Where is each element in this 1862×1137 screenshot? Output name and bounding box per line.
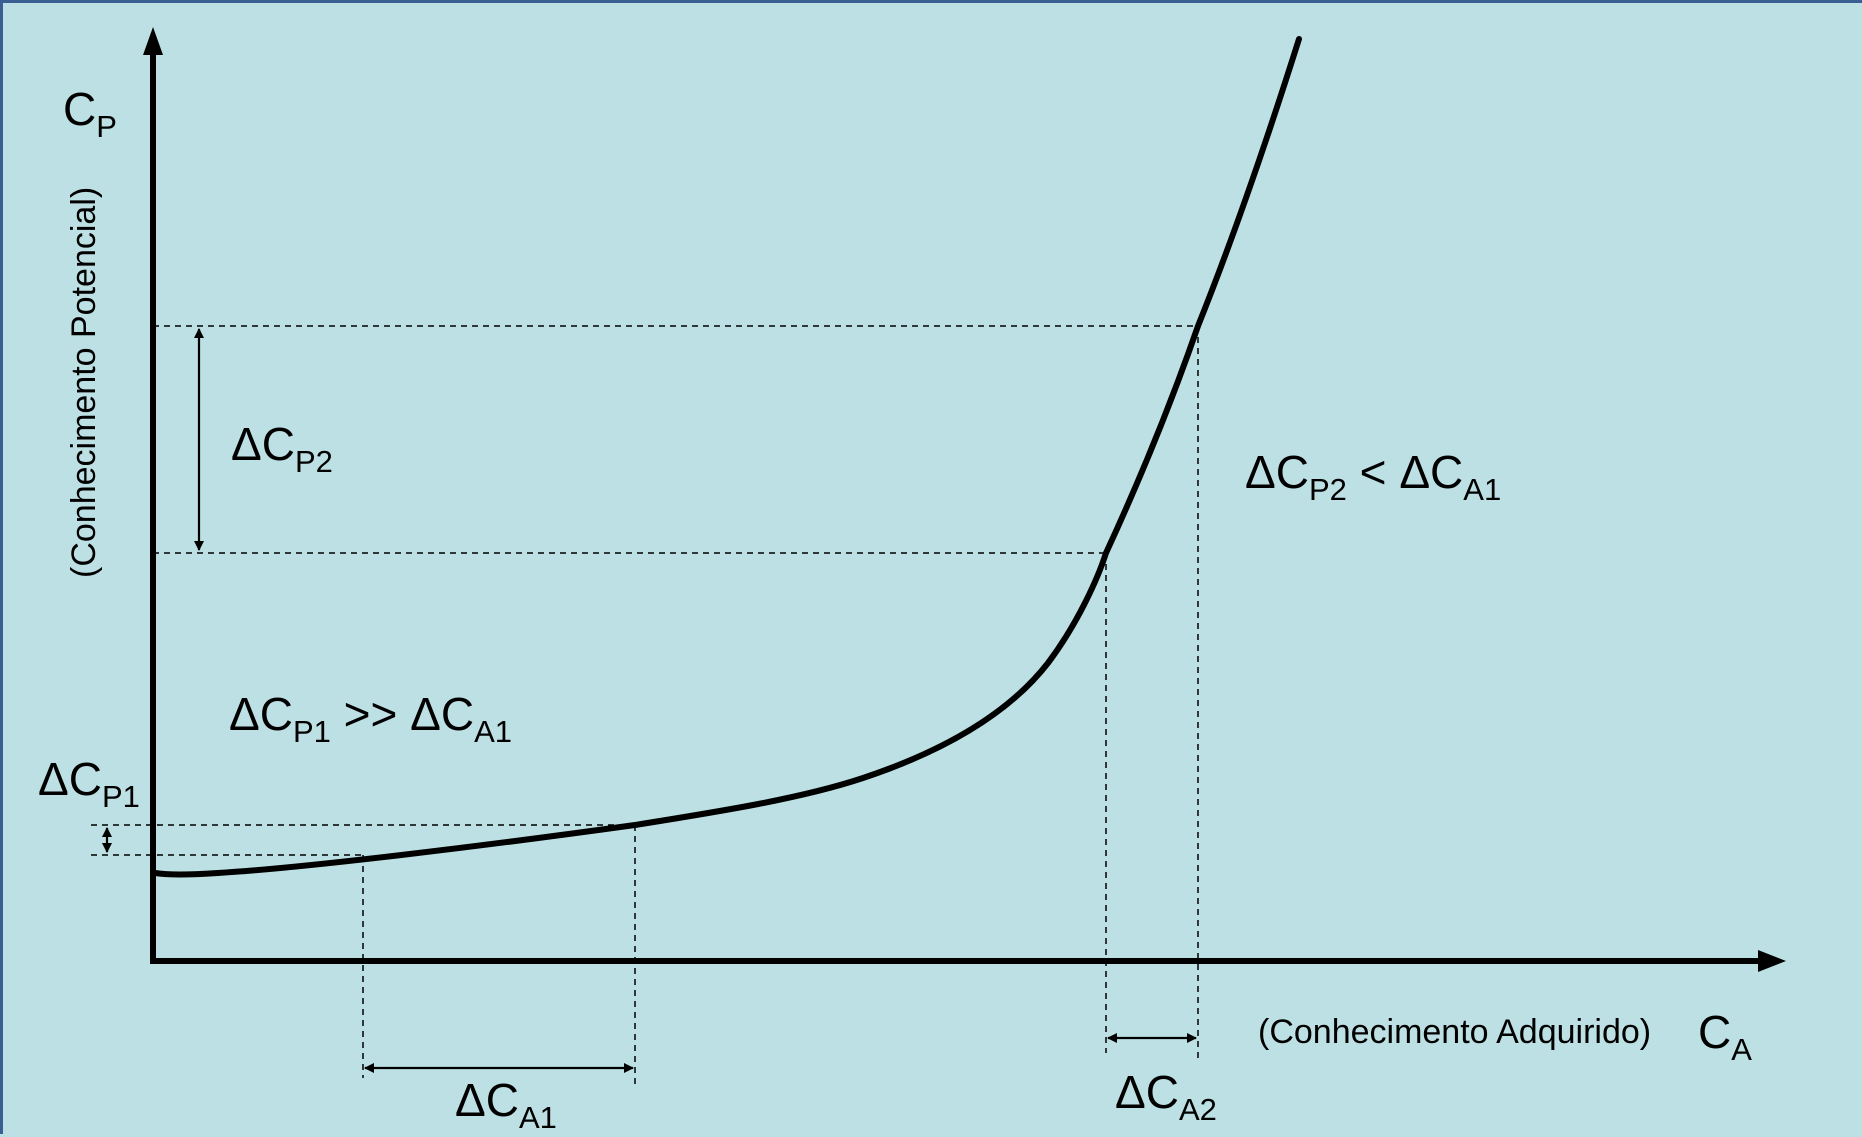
knowledge-curve: [152, 36, 1302, 878]
y-axis-symbol: CP: [63, 83, 117, 144]
delta-cp2-label: ΔCP2: [231, 418, 333, 479]
y-axis-caption: (Conhecimento Potencial): [65, 187, 103, 578]
delta-ca2-label: ΔCA2: [1115, 1066, 1217, 1127]
delta-ca1-label: ΔCA1: [455, 1074, 557, 1135]
knowledge-curve-diagram: CP (Conhecimento Potencial) (Conheciment…: [38, 27, 1786, 1135]
x-axis-caption: (Conhecimento Adquirido): [1258, 1013, 1651, 1051]
y-axis-arrowhead: [143, 27, 163, 55]
axes: [143, 27, 1786, 972]
relation-cp2-ca1: ΔCP2 < ΔCA1: [1245, 446, 1501, 507]
delta-cp1-label: ΔCP1: [38, 753, 140, 814]
x-axis-symbol: CA: [1698, 1006, 1752, 1067]
guide-lines: [91, 325, 1199, 1088]
relation-cp1-ca1: ΔCP1 >> ΔCA1: [229, 688, 512, 749]
x-axis-arrowhead: [1758, 950, 1786, 972]
delta-arrows: [102, 328, 1197, 1073]
